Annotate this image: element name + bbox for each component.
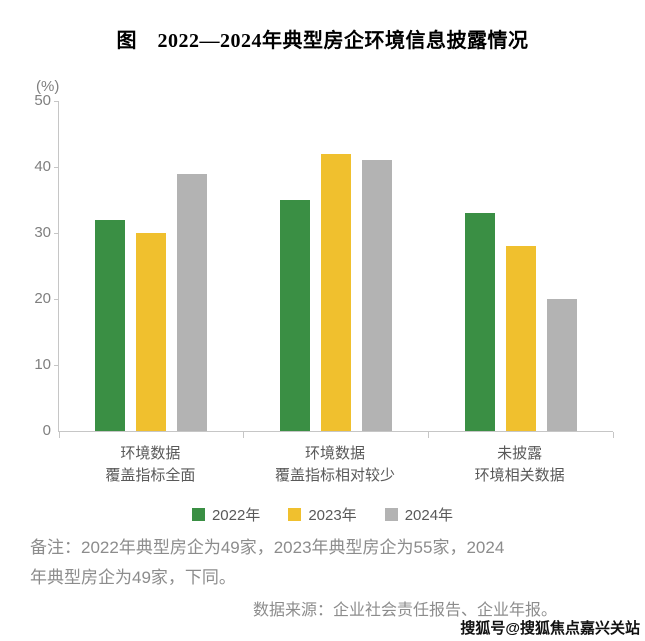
category-labels: 环境数据 覆盖指标全面 环境数据 覆盖指标相对较少 未披露 环境相关数据 (58, 443, 612, 487)
bar-2024年-3 (546, 299, 577, 431)
legend-swatch-2023年 (288, 508, 302, 521)
category-label-1: 环境数据 覆盖指标全面 (105, 445, 196, 484)
legend-item-2023年: 2023年 (288, 504, 357, 525)
y-axis-tick-label: 30 (34, 224, 51, 241)
legend-swatch-2022年 (191, 508, 205, 521)
chart-title: 图 2022—2024年典型房企环境信息披露情况 (116, 30, 529, 52)
data-source: 数据来源：企业社会责任报告、企业年报。 (253, 602, 558, 619)
y-axis-tick (54, 232, 59, 234)
legend-label-2024年: 2024年 (404, 507, 454, 524)
legend-item-2024年: 2024年 (384, 504, 454, 525)
watermark: 搜狐号@搜狐焦点嘉兴关站 (460, 620, 640, 637)
y-axis-tick (54, 298, 59, 300)
bar-2023年-2 (321, 153, 351, 431)
category-label-2: 环境数据 覆盖指标相对较少 (275, 445, 396, 484)
y-axis-unit-label: (%) (36, 78, 60, 95)
y-axis-tick-label: 20 (34, 290, 51, 307)
y-axis-tick-label: 50 (34, 92, 51, 109)
legend-label-2022年: 2022年 (211, 507, 261, 524)
x-axis-tick (427, 432, 429, 438)
y-axis-tick-label: 10 (34, 356, 51, 373)
legend: 2022年 2023年 2024年 (0, 504, 645, 525)
bar-2023年-3 (505, 246, 536, 431)
bar-2024年-1 (177, 173, 208, 431)
x-axis-tick (243, 432, 245, 438)
bar-2022年-1 (95, 219, 126, 431)
y-axis-tick (54, 364, 59, 366)
bar-2024年-2 (362, 160, 392, 431)
x-axis-tick (612, 432, 614, 438)
footnote: 备注：2022年典型房企为49家，2023年典型房企为55家，2024 年典型房… (30, 538, 505, 587)
y-axis-tick-label: 0 (42, 422, 51, 439)
bar-2022年-2 (280, 200, 310, 431)
y-axis-tick (54, 166, 59, 168)
bar-2022年-3 (464, 213, 495, 431)
y-axis-tick-label: 40 (34, 158, 51, 175)
y-axis-tick (54, 100, 59, 102)
category-label-3: 未披露 环境相关数据 (474, 445, 565, 484)
plot-area: 0 10 20 30 40 50 (34, 92, 614, 439)
bar-2023年-1 (136, 233, 167, 431)
x-axis-tick (58, 432, 60, 438)
legend-item-2022年: 2022年 (191, 504, 261, 525)
legend-swatch-2024年 (384, 508, 398, 521)
legend-label-2023年: 2023年 (308, 507, 357, 524)
